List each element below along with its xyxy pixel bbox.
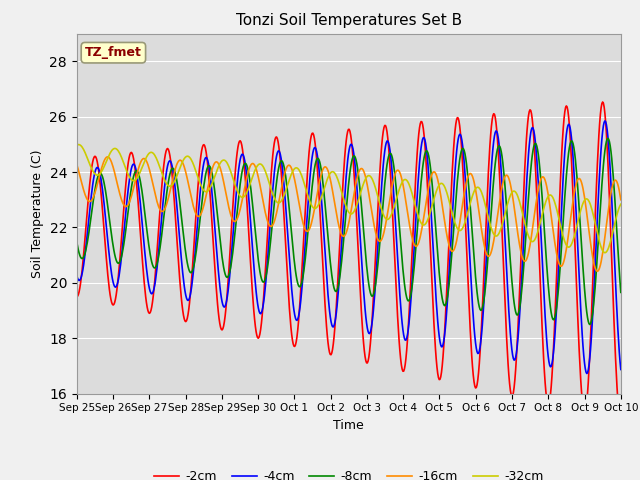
-4cm bbox=[601, 118, 609, 124]
-32cm bbox=[74, 142, 82, 147]
-8cm bbox=[604, 135, 612, 141]
-4cm bbox=[583, 371, 591, 376]
-4cm bbox=[431, 273, 438, 279]
-8cm bbox=[73, 240, 81, 245]
-2cm bbox=[73, 294, 81, 300]
Line: -16cm: -16cm bbox=[77, 157, 621, 271]
-32cm bbox=[416, 217, 424, 223]
-8cm bbox=[431, 212, 438, 218]
-16cm bbox=[416, 237, 424, 242]
-2cm bbox=[83, 216, 90, 221]
-32cm bbox=[140, 161, 147, 167]
-4cm bbox=[223, 298, 230, 304]
-32cm bbox=[431, 191, 439, 197]
-8cm bbox=[617, 289, 625, 295]
-16cm bbox=[431, 170, 439, 176]
-2cm bbox=[139, 261, 147, 266]
Title: Tonzi Soil Temperatures Set B: Tonzi Soil Temperatures Set B bbox=[236, 13, 462, 28]
-32cm bbox=[84, 156, 92, 161]
-4cm bbox=[194, 216, 202, 222]
-4cm bbox=[83, 237, 90, 243]
-16cm bbox=[104, 154, 111, 160]
Legend: -2cm, -4cm, -8cm, -16cm, -32cm: -2cm, -4cm, -8cm, -16cm, -32cm bbox=[149, 465, 548, 480]
-16cm bbox=[195, 214, 202, 219]
Line: -8cm: -8cm bbox=[77, 138, 621, 324]
-8cm bbox=[415, 207, 422, 213]
-32cm bbox=[617, 201, 625, 207]
-4cm bbox=[139, 226, 147, 231]
-16cm bbox=[140, 156, 147, 161]
-32cm bbox=[601, 250, 609, 255]
-8cm bbox=[586, 322, 594, 327]
-4cm bbox=[73, 273, 81, 278]
Y-axis label: Soil Temperature (C): Soil Temperature (C) bbox=[31, 149, 44, 278]
-2cm bbox=[415, 131, 422, 137]
-2cm bbox=[431, 334, 438, 339]
-8cm bbox=[223, 274, 230, 280]
-16cm bbox=[73, 162, 81, 168]
Line: -32cm: -32cm bbox=[77, 144, 621, 252]
-4cm bbox=[415, 169, 422, 175]
-32cm bbox=[195, 177, 202, 182]
-2cm bbox=[194, 185, 202, 191]
Line: -2cm: -2cm bbox=[77, 102, 621, 421]
-16cm bbox=[593, 268, 601, 274]
-8cm bbox=[83, 243, 90, 249]
-8cm bbox=[139, 193, 147, 199]
-2cm bbox=[223, 298, 230, 304]
-4cm bbox=[617, 367, 625, 372]
-16cm bbox=[617, 197, 625, 203]
-16cm bbox=[223, 198, 231, 204]
-32cm bbox=[223, 160, 231, 166]
-8cm bbox=[194, 235, 202, 241]
-32cm bbox=[73, 143, 81, 148]
-2cm bbox=[599, 99, 607, 105]
-16cm bbox=[83, 195, 90, 201]
-2cm bbox=[617, 419, 625, 424]
Line: -4cm: -4cm bbox=[77, 121, 621, 373]
Text: TZ_fmet: TZ_fmet bbox=[85, 46, 142, 59]
X-axis label: Time: Time bbox=[333, 419, 364, 432]
